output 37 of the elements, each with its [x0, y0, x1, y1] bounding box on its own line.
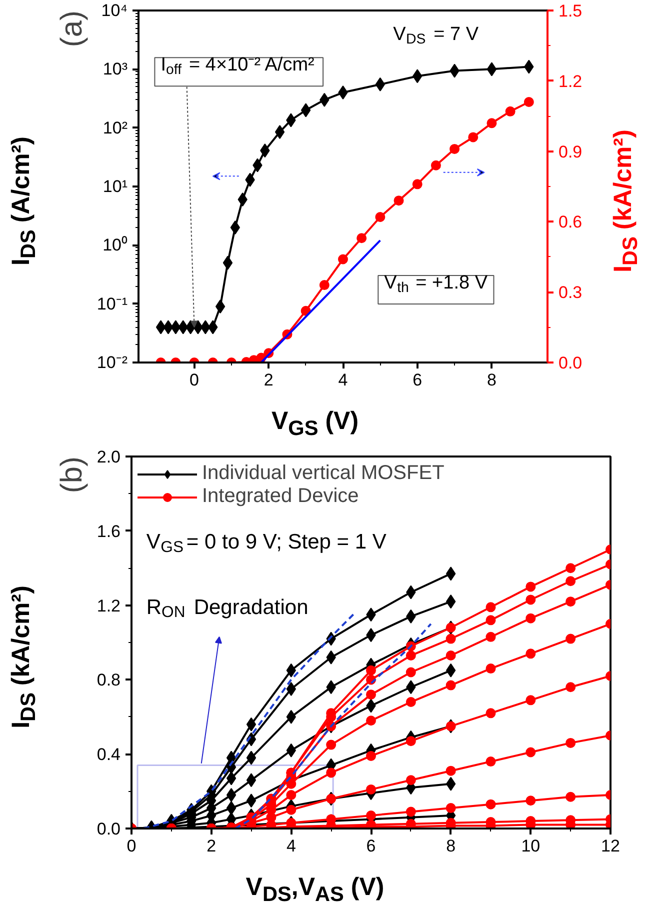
x-tick-label: 6: [412, 370, 422, 390]
y2-tick-label: 0.3: [558, 283, 582, 302]
x-tick-label: 2: [264, 370, 274, 390]
y-tick-label: 10⁰: [102, 236, 128, 255]
x-tick-label: 6: [366, 836, 376, 856]
x-tick-label: 4: [338, 370, 348, 390]
x-axis-title: V$_{DS}$,V$_{AS}$ (V): [246, 872, 384, 908]
y2-tick-label: 1.5: [558, 2, 582, 20]
y-tick-label: 10⁴: [101, 1, 128, 20]
y-tick-label: 0.0: [96, 820, 121, 838]
x-tick-label: 2: [206, 836, 216, 856]
y-tick-label: 0.8: [96, 670, 121, 690]
y-tick-label: 0.4: [96, 745, 121, 764]
y-tick-label: 10²: [102, 118, 128, 138]
x-tick-label: 8: [487, 370, 496, 390]
x-tick-label: 4: [286, 836, 296, 856]
x-tick-label: 8: [446, 836, 456, 856]
legend-label: Individual vertical MOSFET: [202, 462, 444, 485]
x-tick-label: 0: [126, 836, 136, 856]
legend-label: Integrated Device: [202, 485, 359, 508]
y-tick-label: 2.0: [96, 448, 121, 466]
y2-tick-label: 1.2: [558, 72, 582, 91]
y-tick-label: 10³: [102, 60, 128, 79]
y2-tick-label: 0.9: [558, 142, 582, 162]
x-tick-label: 12: [601, 836, 620, 856]
y-tick-label: 10¹: [102, 177, 128, 196]
x-axis-title: V$_{GS}$ (V): [271, 406, 359, 442]
chart-title: (a): [56, 10, 88, 48]
y-tick-label: 10⁻²: [96, 353, 128, 372]
x-tick-label: 10: [521, 836, 540, 856]
y-tick-label: 10⁻¹: [96, 294, 128, 314]
y2-tick-label: 0.0: [558, 354, 582, 372]
chart-title: (b): [56, 456, 88, 494]
x-tick-label: 0: [190, 370, 200, 390]
y2-tick-label: 0.6: [558, 212, 582, 232]
y-tick-label: 1.6: [96, 522, 121, 541]
y-tick-label: 1.2: [96, 596, 121, 616]
